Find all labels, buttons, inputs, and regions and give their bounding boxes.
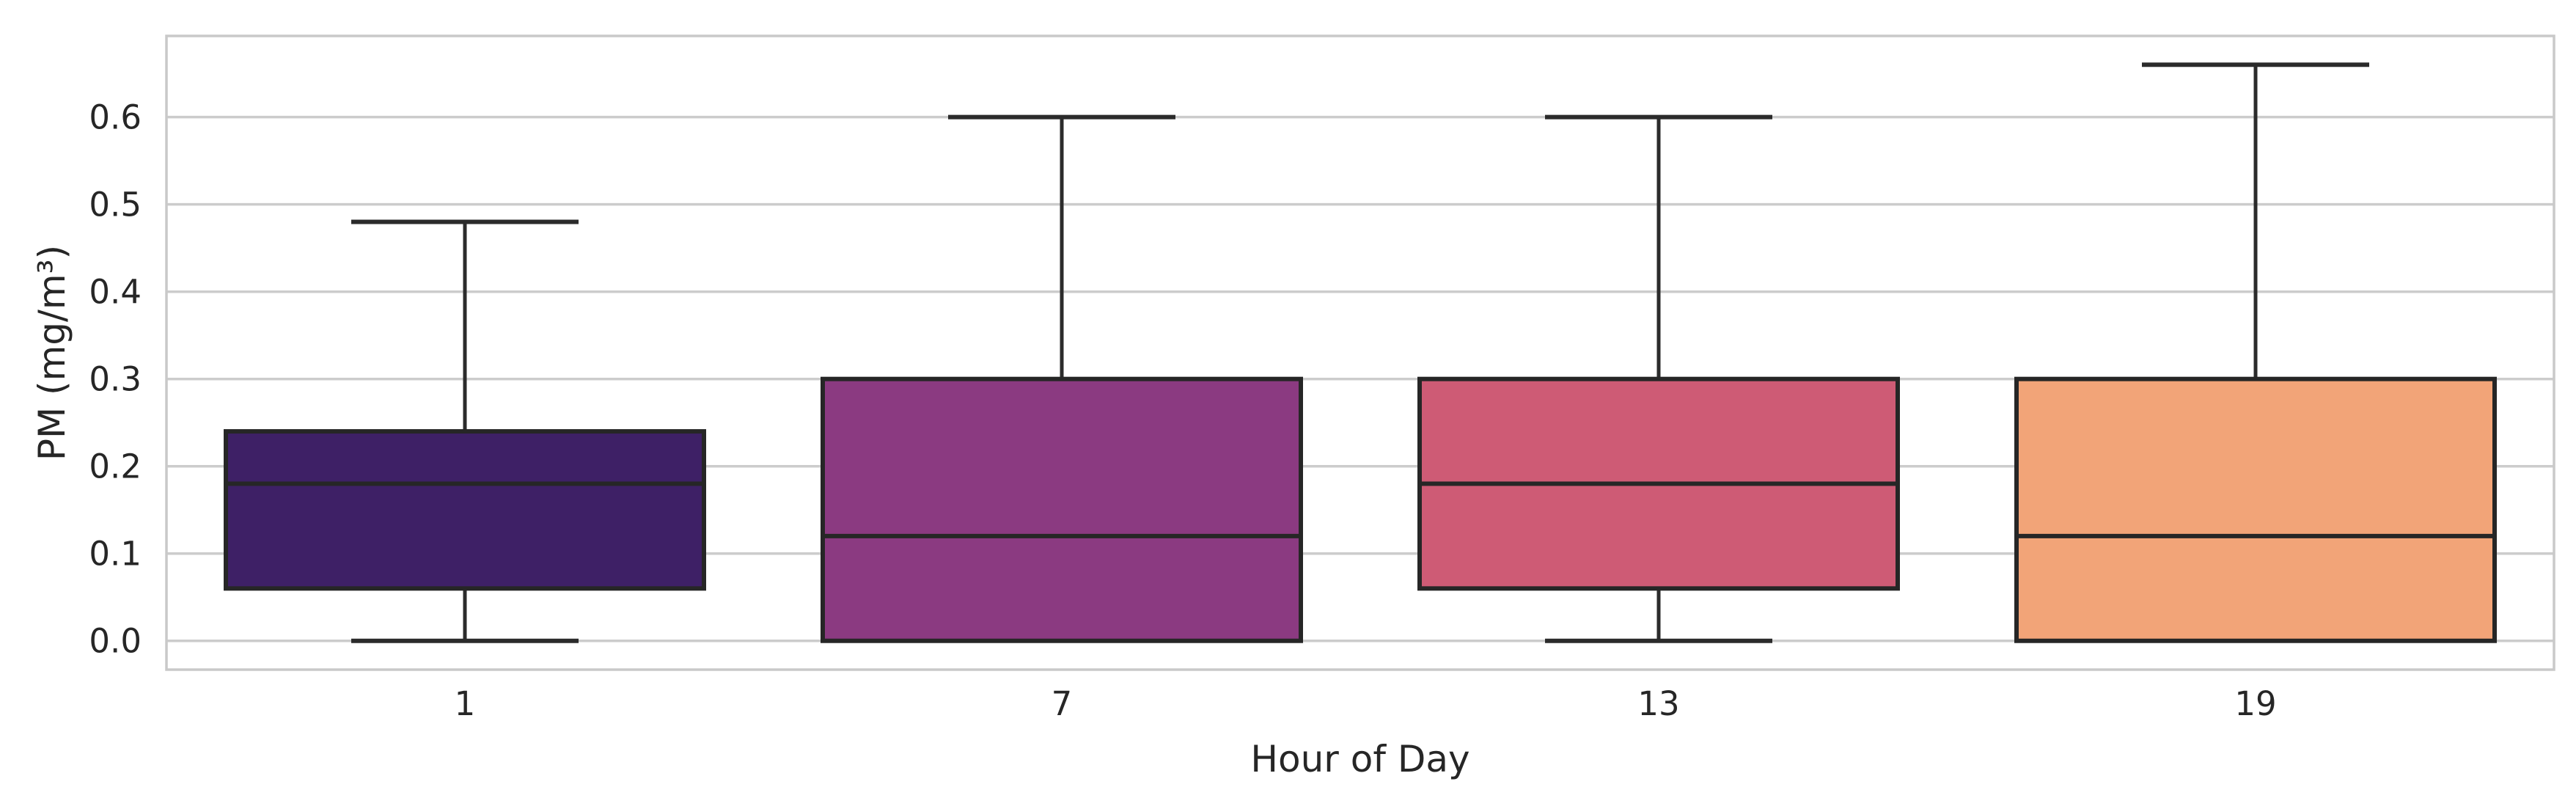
x-tick-label-19: 19 [2234, 684, 2276, 723]
y-tick-label-0.4: 0.4 [89, 273, 142, 312]
tick-labels-layer: 0.0 0.1 0.2 0.3 0.4 0.5 0.6 1 7 13 19 [89, 98, 2276, 723]
x-tick-label-13: 13 [1637, 684, 1679, 723]
x-axis-title: Hour of Day [1250, 738, 1469, 780]
y-tick-label-0.2: 0.2 [89, 447, 142, 486]
box-group-hour-1 [224, 219, 706, 643]
y-tick-label-0.6: 0.6 [89, 98, 142, 137]
axes-border [165, 34, 2555, 671]
y-tick-label-0.5: 0.5 [89, 186, 142, 224]
axes-spines-layer [165, 34, 2555, 671]
y-axis-title: PM (mg/m³) [31, 245, 73, 461]
box-group-hour-19 [2014, 62, 2497, 643]
box-group-hour-13 [1417, 114, 1900, 643]
box-group-hour-7 [821, 114, 1303, 643]
iqr-box-hour-19 [2014, 376, 2497, 643]
x-tick-label-7: 7 [1052, 684, 1073, 723]
y-tick-label-0.3: 0.3 [89, 360, 142, 399]
boxes-layer [224, 62, 2497, 643]
iqr-box-hour-7 [821, 376, 1303, 643]
x-tick-label-1: 1 [455, 684, 476, 723]
iqr-box-hour-1 [224, 429, 706, 591]
y-tick-label-0.0: 0.0 [89, 622, 142, 661]
y-tick-label-0.1: 0.1 [89, 535, 142, 574]
